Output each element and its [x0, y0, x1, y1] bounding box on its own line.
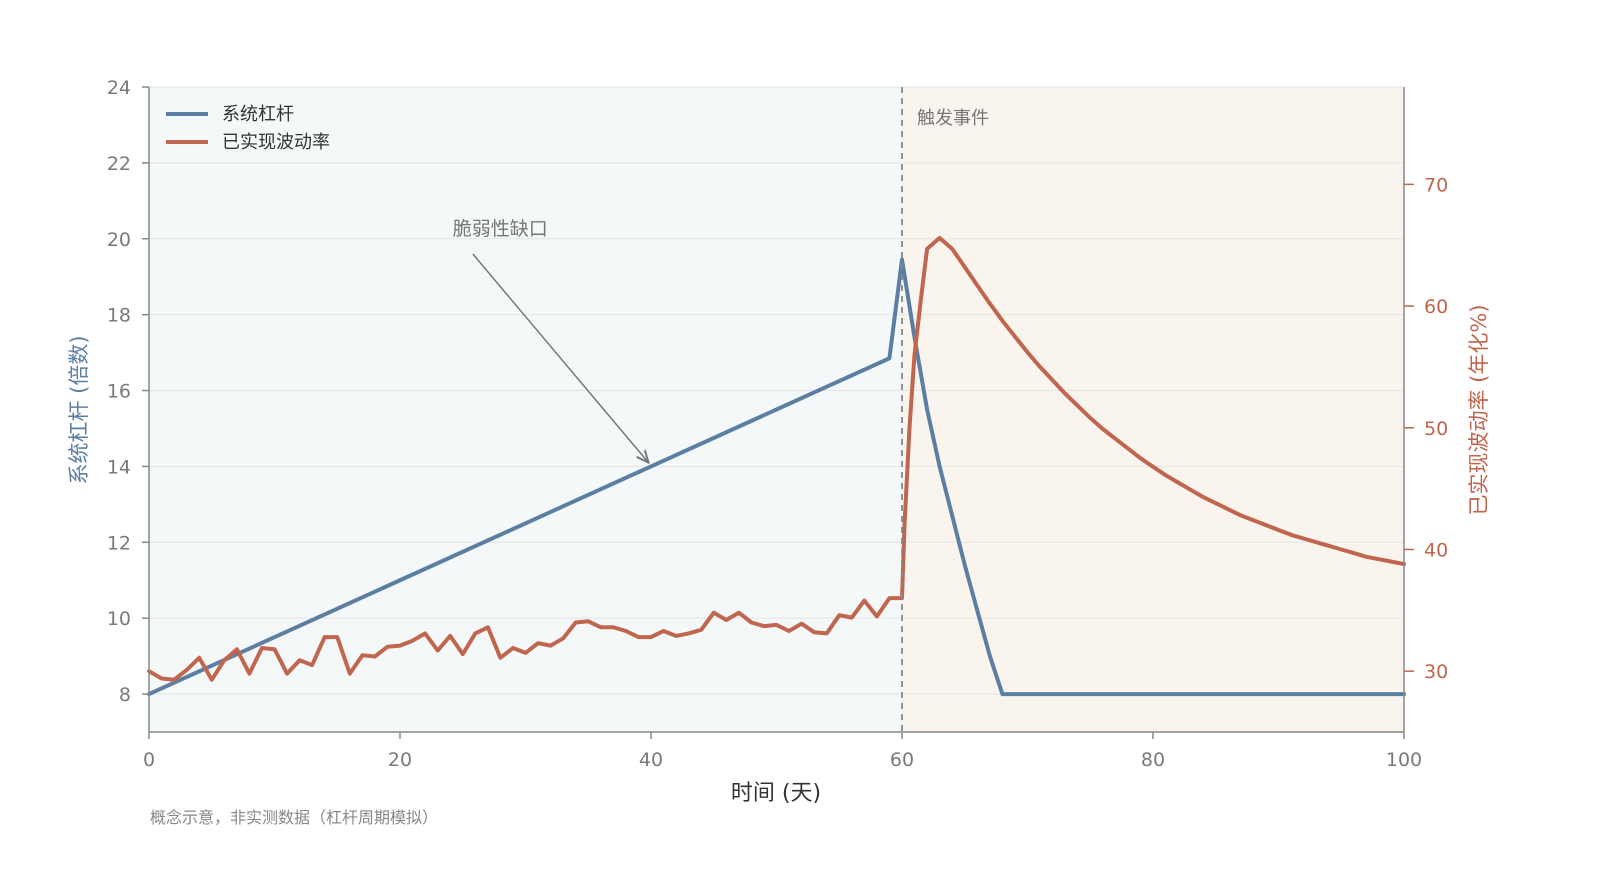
- left-y-tick-label: 20: [107, 229, 131, 251]
- x-tick-label: 100: [1386, 749, 1422, 771]
- x-tick-label: 80: [1141, 749, 1165, 771]
- series-line-leverage: [147, 257, 1406, 697]
- left-y-tick-label: 16: [107, 381, 131, 403]
- right-axis-title: 已实现波动率 (年化%): [1467, 304, 1491, 515]
- annotation-arrow: [472, 253, 649, 463]
- right-y-tick-label: 50: [1424, 418, 1448, 440]
- annotation: 脆弱性缺口: [453, 218, 649, 463]
- x-tick-label: 60: [890, 749, 914, 771]
- legend: 系统杠杆 已实现波动率: [166, 104, 330, 153]
- pre-event-region: [149, 87, 902, 732]
- left-y-tick-label: 24: [107, 77, 131, 99]
- left-y-tick-label: 22: [107, 153, 131, 175]
- x-tick-label: 20: [388, 749, 412, 771]
- legend-label-volatility: 已实现波动率: [222, 132, 330, 153]
- left-axis-title: 系统杠杆 (倍数): [67, 335, 91, 484]
- annotation-text: 脆弱性缺口: [453, 218, 548, 240]
- gridlines: [149, 86, 1404, 695]
- right-y-tick-label: 40: [1424, 539, 1448, 561]
- left-y-tick-label: 8: [119, 684, 131, 706]
- left-y-tick-label: 18: [107, 305, 131, 327]
- left-y-tick-label: 10: [107, 608, 131, 630]
- x-tick-label: 40: [639, 749, 663, 771]
- series-line-volatility: [147, 235, 1406, 682]
- right-y-tick-label: 60: [1424, 296, 1448, 318]
- left-y-tick-label: 14: [107, 456, 131, 478]
- right-y-tick-label: 70: [1424, 174, 1448, 196]
- post-event-region: [902, 87, 1404, 732]
- footnote: 概念示意，非实测数据（杠杆周期模拟）: [150, 808, 438, 827]
- left-y-tick-label: 12: [107, 532, 131, 554]
- event-layer: 触发事件: [901, 87, 989, 732]
- legend-label-leverage: 系统杠杆: [222, 104, 294, 125]
- right-y-tick-label: 30: [1424, 661, 1448, 683]
- x-tick-label: 0: [143, 749, 155, 771]
- series-layer: [147, 235, 1406, 697]
- event-label: 触发事件: [917, 108, 989, 129]
- axes: 0 20 40 60 80 100 8 10 12 14 16 18 20 22 24 30 40 50 60 70: [107, 77, 1448, 771]
- x-axis-title: 时间 (天): [731, 781, 821, 806]
